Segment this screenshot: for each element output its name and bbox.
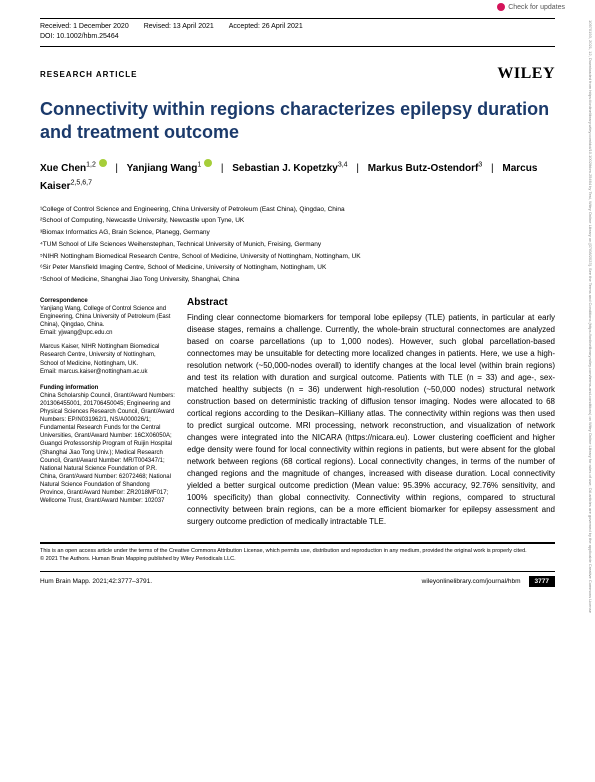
header-dates-row: Received: 1 December 2020 Revised: 13 Ap… [40,18,555,30]
correspondence-email: Email: yjwang@upc.edu.cn [40,329,175,337]
doi: DOI: 10.1002/hbm.25464 [40,30,555,47]
check-updates-label: Check for updates [508,4,565,11]
funding-label: Funding information [40,384,175,392]
copyright-text: © 2021 The Authors. Human Brain Mapping … [40,556,555,564]
publisher-logo: WILEY [497,65,555,83]
author: Sebastian J. Kopetzky3,4 [232,163,347,174]
authors-list: Xue Chen1,2 | Yanjiang Wang1 | Sebastian… [40,159,555,195]
license-block: This is an open access article under the… [40,542,555,563]
affiliation: ¹College of Control Science and Engineer… [40,205,555,215]
abstract-heading: Abstract [187,297,555,308]
affiliation: ²School of Computing, Newcastle Universi… [40,216,555,226]
orcid-icon [99,159,107,167]
vertical-license-text: 10970193, 2021, 12, Downloaded from http… [581,20,593,760]
author: Yanjiang Wang1 [127,163,212,174]
revised-date: Revised: 13 April 2021 [144,23,214,30]
affiliation: ⁴TUM School of Life Sciences Weihensteph… [40,240,555,250]
footer-bar: Hum Brain Mapp. 2021;42:3777–3791. wiley… [40,571,555,587]
funding-text: China Scholarship Council, Grant/Award N… [40,392,175,505]
received-date: Received: 1 December 2020 [40,23,129,30]
author: Markus Butz-Ostendorf3 [368,163,482,174]
check-updates-icon [497,3,505,11]
affiliation: ³Biomax Informatics AG, Brain Science, P… [40,228,555,238]
article-title: Connectivity within regions characterize… [40,98,555,143]
author: Xue Chen1,2 [40,163,107,174]
accepted-date: Accepted: 26 April 2021 [229,23,303,30]
correspondence-text: Marcus Kaiser, NIHR Nottingham Biomedica… [40,343,175,367]
abstract-text: Finding clear connectome biomarkers for … [187,312,555,528]
journal-url: wileyonlinelibrary.com/journal/hbm [422,578,521,585]
correspondence-label: Correspondence [40,297,175,305]
affiliation: ⁷School of Medicine, Shanghai Jiao Tong … [40,275,555,285]
affiliations-list: ¹College of Control Science and Engineer… [40,205,555,285]
correspondence-text: Yanjiang Wang, College of Control Scienc… [40,305,175,329]
citation: Hum Brain Mapp. 2021;42:3777–3791. [40,578,152,585]
affiliation: ⁵NIHR Nottingham Biomedical Research Cen… [40,252,555,262]
affiliation: ⁶Sir Peter Mansfield Imaging Centre, Sch… [40,263,555,273]
orcid-icon [204,159,212,167]
check-updates-badge[interactable]: Check for updates [497,3,565,11]
page-number: 3777 [529,576,555,587]
license-text: This is an open access article under the… [40,548,555,556]
article-type-label: RESEARCH ARTICLE [40,70,137,79]
sidebar-info: Correspondence Yanjiang Wang, College of… [40,297,175,528]
correspondence-email: Email: marcus.kaiser@nottingham.ac.uk [40,368,175,376]
